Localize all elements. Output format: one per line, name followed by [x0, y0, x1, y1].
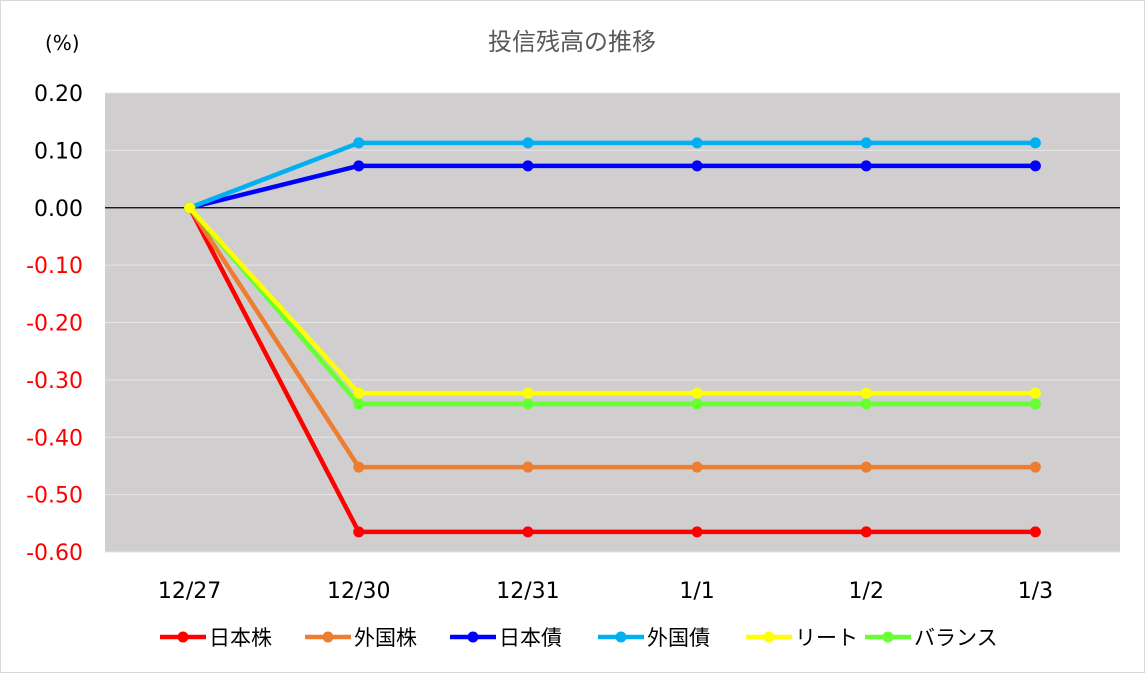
data-point: [353, 461, 365, 473]
data-point: [860, 398, 872, 410]
data-point: [1029, 160, 1041, 172]
data-point: [353, 137, 365, 149]
y-tick-label: -0.60: [26, 541, 83, 566]
legend-label: リート: [795, 626, 858, 650]
data-point: [522, 387, 534, 399]
x-tick-label: 12/30: [327, 579, 390, 604]
y-tick-label: -0.10: [26, 254, 83, 279]
chart-title: 投信残高の推移: [488, 28, 656, 56]
x-tick-label: 12/27: [158, 579, 221, 604]
data-point: [353, 398, 365, 410]
data-point: [522, 160, 534, 172]
data-point: [184, 202, 196, 214]
legend-label: 外国株: [354, 626, 417, 650]
x-tick-label: 1/1: [679, 579, 714, 604]
legend-label: 外国債: [647, 626, 710, 650]
data-point: [691, 160, 703, 172]
data-point: [1029, 526, 1041, 538]
series-line: [189, 163, 1036, 210]
data-point: [353, 526, 365, 538]
data-point: [353, 160, 365, 172]
y-tick-label: -0.40: [26, 426, 83, 451]
legend-marker: [763, 631, 775, 643]
data-point: [522, 526, 534, 538]
legend-marker: [882, 631, 894, 643]
data-point: [691, 398, 703, 410]
y-tick-label: -0.20: [26, 312, 83, 337]
data-point: [691, 461, 703, 473]
data-point: [522, 137, 534, 149]
y-tick-label: 0.10: [34, 139, 83, 164]
data-point: [691, 526, 703, 538]
data-point: [860, 137, 872, 149]
series-line: [187, 206, 1036, 407]
series-line: [187, 206, 1036, 535]
gridlines: [105, 92, 1120, 553]
y-tick-label: 0.20: [34, 82, 83, 107]
legend-label: 日本株: [209, 626, 272, 650]
x-tick-label: 12/31: [496, 579, 559, 604]
legend-item: 日本株: [160, 626, 272, 650]
data-point: [860, 526, 872, 538]
x-axis-ticks: 12/27 12/30 12/31 1/1 1/2 1/3: [158, 579, 1053, 604]
y-unit-label: (%): [45, 31, 80, 55]
legend-label: 日本債: [499, 626, 562, 650]
legend-item: リート: [746, 626, 858, 650]
y-axis-ticks: 0.20 0.10 0.00 -0.10 -0.20 -0.30 -0.40 -0.50 -0.…: [26, 82, 83, 566]
x-tick-label: 1/2: [849, 579, 884, 604]
data-point: [860, 387, 872, 399]
data-point: [860, 160, 872, 172]
legend-marker: [177, 631, 189, 643]
legend-label: バランス: [914, 626, 998, 650]
data-point: [691, 137, 703, 149]
data-point: [522, 398, 534, 410]
y-tick-label: 0.00: [34, 197, 83, 222]
legend-marker: [467, 631, 479, 643]
legend-marker: [322, 631, 334, 643]
data-point: [1029, 387, 1041, 399]
legend-item: 日本債: [450, 626, 562, 650]
series-5: [184, 202, 1041, 399]
data-point: [522, 461, 534, 473]
legend-marker: [615, 631, 627, 643]
legend-item: バランス: [865, 626, 998, 650]
series-line: [187, 206, 1036, 470]
series-line: [188, 140, 1036, 210]
y-tick-label: -0.30: [26, 369, 83, 394]
data-point: [1029, 137, 1041, 149]
series-line: [187, 206, 1036, 396]
legend: 日本株 外国株 日本債 外国債 リート バランス: [160, 626, 998, 650]
y-tick-label: -0.50: [26, 484, 83, 509]
legend-item: 外国株: [305, 626, 417, 650]
x-tick-label: 1/3: [1018, 579, 1053, 604]
series-6: [184, 202, 1041, 410]
data-point: [1029, 398, 1041, 410]
data-point: [1029, 461, 1041, 473]
legend-item: 外国債: [598, 626, 710, 650]
data-point: [860, 461, 872, 473]
data-point: [691, 387, 703, 399]
series-layer: [184, 137, 1041, 538]
data-point: [353, 387, 365, 399]
